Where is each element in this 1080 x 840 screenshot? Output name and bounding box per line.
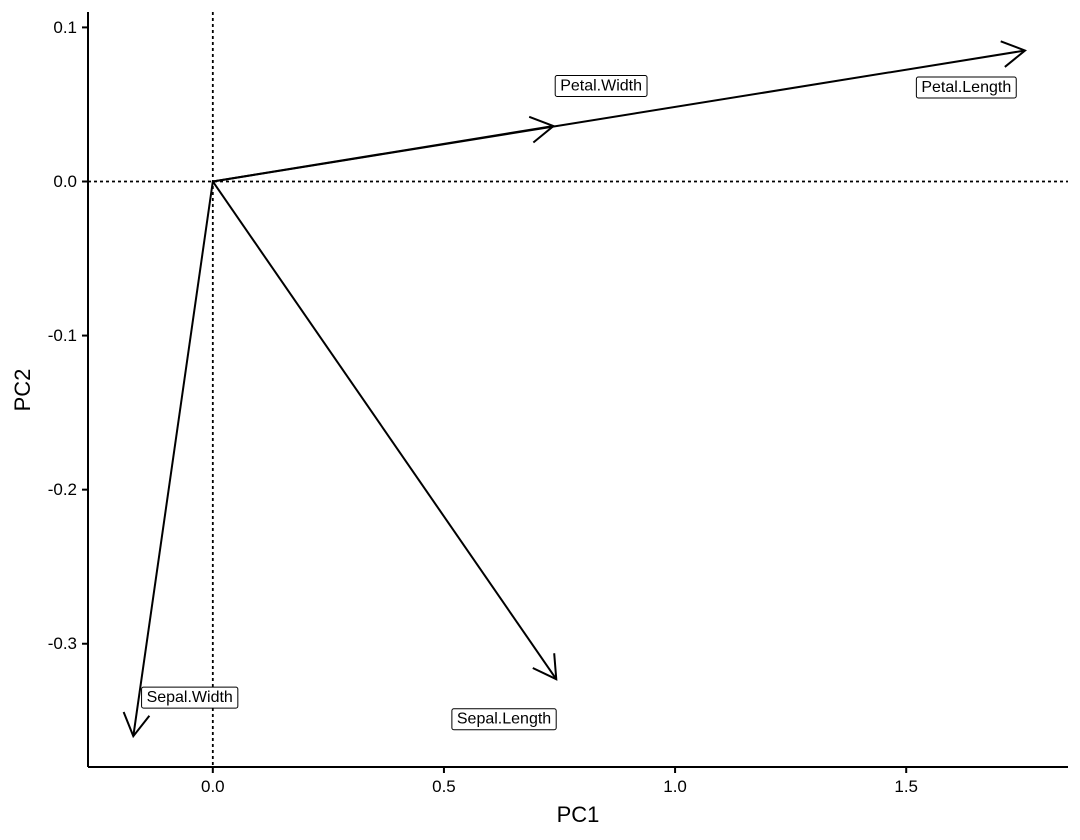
label-text-petal-length: Petal.Length [921,79,1011,96]
vector-sepal-width [132,181,214,737]
x-axis-title: PC1 [557,802,600,827]
vector-labels: Petal.Length Petal.Width Sepal.Length Sepal… [141,74,1017,731]
label-text-sepal-length: Sepal.Length [457,711,551,728]
x-tick-label: 1.0 [663,777,687,796]
label-box-sepal-width [141,686,239,709]
label-text-petal-width: Petal.Width [560,77,642,94]
label-sepal-length: Sepal.Length [451,708,557,731]
arrowhead-sepal-length [532,653,558,681]
label-petal-length: Petal.Length [915,76,1017,99]
y-tick-label: -0.1 [48,326,77,345]
label-petal-width: Petal.Width [554,74,648,97]
x-tick-label: 1.5 [894,777,918,796]
y-tick-label: -0.2 [48,480,77,499]
y-tick-label: 0.1 [53,18,77,37]
label-sepal-width: Sepal.Width [141,686,239,709]
label-box-petal-width [554,74,648,97]
y-tick-label: 0.0 [53,172,77,191]
reference-lines [88,12,1068,767]
arrowhead-petal-length [1000,40,1027,68]
x-tick-label: 0.5 [432,777,456,796]
axes: 0.0 0.5 1.0 1.5 0.1 0.0 -0.1 -0.2 -0.3 [48,12,1068,796]
x-tick-label: 0.0 [201,777,225,796]
label-box-sepal-length [451,708,557,731]
vector-sepal-length [211,180,558,680]
arrowhead-petal-width [528,115,556,144]
arrowhead-sepal-width [122,711,151,739]
vector-petal-width [212,125,554,183]
y-tick-label: -0.3 [48,634,77,653]
loading-vectors [122,40,1027,739]
label-box-petal-length [915,76,1017,99]
y-axis-title: PC2 [10,369,35,412]
label-text-sepal-width: Sepal.Width [147,689,233,706]
